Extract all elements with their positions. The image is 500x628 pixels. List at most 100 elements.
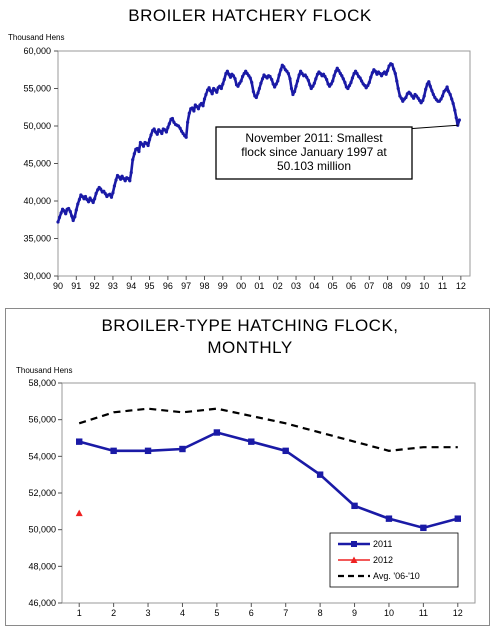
- chart1-data-point: [195, 104, 199, 109]
- chart1-data-point: [129, 170, 133, 175]
- chart1-data-point: [215, 90, 219, 94]
- chart1-data-point: [382, 70, 387, 74]
- chart1-data-point: [62, 209, 66, 213]
- chart1-data-point: [196, 107, 201, 111]
- chart1-data-point: [314, 77, 318, 81]
- chart1-annotation-text: 50.103 million: [277, 159, 351, 173]
- chart1-title: BROILER HATCHERY FLOCK: [128, 6, 372, 25]
- chart2-series-0-marker: [213, 429, 221, 436]
- chart2-legend-label: Avg. '06-'10: [373, 571, 420, 581]
- chart1-data-point: [268, 74, 272, 79]
- chart2-series-0-marker: [420, 524, 427, 532]
- chart2-series-0-marker: [110, 447, 117, 455]
- chart1-data-point: [366, 83, 370, 88]
- chart1-data-point: [167, 122, 171, 126]
- chart1-data-point: [401, 99, 405, 103]
- chart1-data-point: [181, 131, 185, 136]
- chart1-data-point: [201, 104, 205, 108]
- chart2-x-tick-label: 11: [419, 608, 428, 618]
- chart2-title-line1: BROILER-TYPE HATCHING FLOCK,: [101, 316, 399, 335]
- chart1-data-point: [89, 198, 94, 202]
- chart1-x-tick-label: 11: [438, 281, 447, 291]
- chart1-data-point: [94, 191, 98, 196]
- chart2-title-line2: MONTHLY: [207, 338, 293, 357]
- chart1-data-point: [137, 149, 141, 154]
- chart1-data-point: [199, 101, 203, 106]
- chart2-series-0-marker: [282, 447, 289, 455]
- chart1-data-point: [260, 77, 265, 81]
- chart2-series-0-marker: [351, 502, 358, 510]
- chart1-data-point: [311, 84, 315, 88]
- chart2-legend-label: 2011: [373, 539, 392, 549]
- chart1-data-point: [256, 91, 260, 95]
- chart1-x-tick-label: 05: [328, 281, 338, 291]
- chart2-x-tick-label: 4: [180, 608, 185, 618]
- chart1-x-tick-label: 07: [364, 281, 374, 291]
- chart1-data-point: [103, 191, 107, 196]
- chart1-data-point: [446, 89, 451, 94]
- chart2-legend-label: 2012: [373, 555, 393, 565]
- chart1-data-point: [80, 194, 84, 199]
- chart1-data-point: [323, 74, 327, 79]
- chart1-data-point: [202, 97, 207, 101]
- chart1-data-point: [347, 83, 352, 88]
- chart1-data-point: [450, 97, 454, 101]
- chart2-series-0-marker: [248, 438, 255, 445]
- chart1-data-point: [430, 89, 434, 93]
- chart1-x-tick-label: 94: [126, 281, 136, 291]
- chart1-data-point: [112, 184, 116, 188]
- chart1-data-point: [419, 101, 423, 105]
- chart1-x-tick-label: 03: [291, 281, 301, 291]
- chart1-data-point: [329, 82, 333, 86]
- chart1-data-point: [295, 79, 300, 83]
- chart1-data-point: [395, 79, 399, 83]
- chart1-data-point: [294, 84, 298, 88]
- chart1-x-tick-label: 01: [254, 281, 264, 291]
- chart1-x-tick-label: 12: [456, 281, 466, 291]
- chart1-data-point: [370, 71, 375, 75]
- chart1-data-point: [250, 80, 254, 85]
- chart1-x-tick-label: 96: [163, 281, 173, 291]
- chart1-data-point: [428, 84, 432, 88]
- chart1-y-unit-label: Thousand Hens: [8, 33, 64, 42]
- chart1-data-point: [355, 71, 359, 76]
- chart1-x-tick-label: 10: [419, 281, 429, 291]
- chart1-data-point: [85, 197, 89, 202]
- chart1-data-point: [152, 127, 156, 131]
- chart1-data-point: [254, 95, 258, 100]
- chart1-data-point: [427, 80, 431, 84]
- chart1-data-point: [184, 135, 188, 139]
- chart1-data-point: [378, 71, 382, 76]
- chart1-data-point: [231, 74, 236, 78]
- chart1-data-point: [358, 76, 362, 80]
- chart1-data-point: [73, 215, 77, 219]
- chart1-x-tick-label: 02: [273, 281, 283, 291]
- chart1-data-point: [158, 129, 162, 133]
- chart1-data-point: [86, 200, 91, 204]
- chart1-data-point: [390, 62, 394, 67]
- chart2-x-tick-label: 8: [318, 608, 323, 618]
- chart1-data-point: [308, 83, 312, 87]
- chart1-data-point: [218, 84, 222, 88]
- chart1-data-point: [239, 79, 243, 83]
- chart1-data-point: [396, 86, 400, 91]
- chart1-data-point: [123, 179, 127, 183]
- chart1-data-point: [291, 92, 295, 97]
- chart1-x-tick-label: 06: [346, 281, 356, 291]
- chart2-series-0-marker: [454, 515, 461, 522]
- chart1-data-point: [332, 74, 336, 78]
- chart1-data-point: [228, 75, 233, 79]
- chart1-data-point: [251, 89, 255, 94]
- chart1-data-point: [245, 71, 249, 76]
- chart1-y-tick-label: 55,000: [23, 84, 51, 94]
- chart1-data-point: [149, 133, 153, 137]
- chart1-x-tick-label: 91: [71, 281, 81, 291]
- chart1-data-point: [57, 215, 62, 220]
- chart1-data-point: [83, 194, 88, 199]
- chart1-data-point: [327, 84, 332, 88]
- chart1-data-point: [444, 88, 448, 92]
- chart1-data-point: [207, 86, 211, 90]
- chart1-x-tick-label: 08: [383, 281, 393, 291]
- chart1-data-point: [67, 206, 71, 211]
- chart1-data-point: [240, 74, 245, 79]
